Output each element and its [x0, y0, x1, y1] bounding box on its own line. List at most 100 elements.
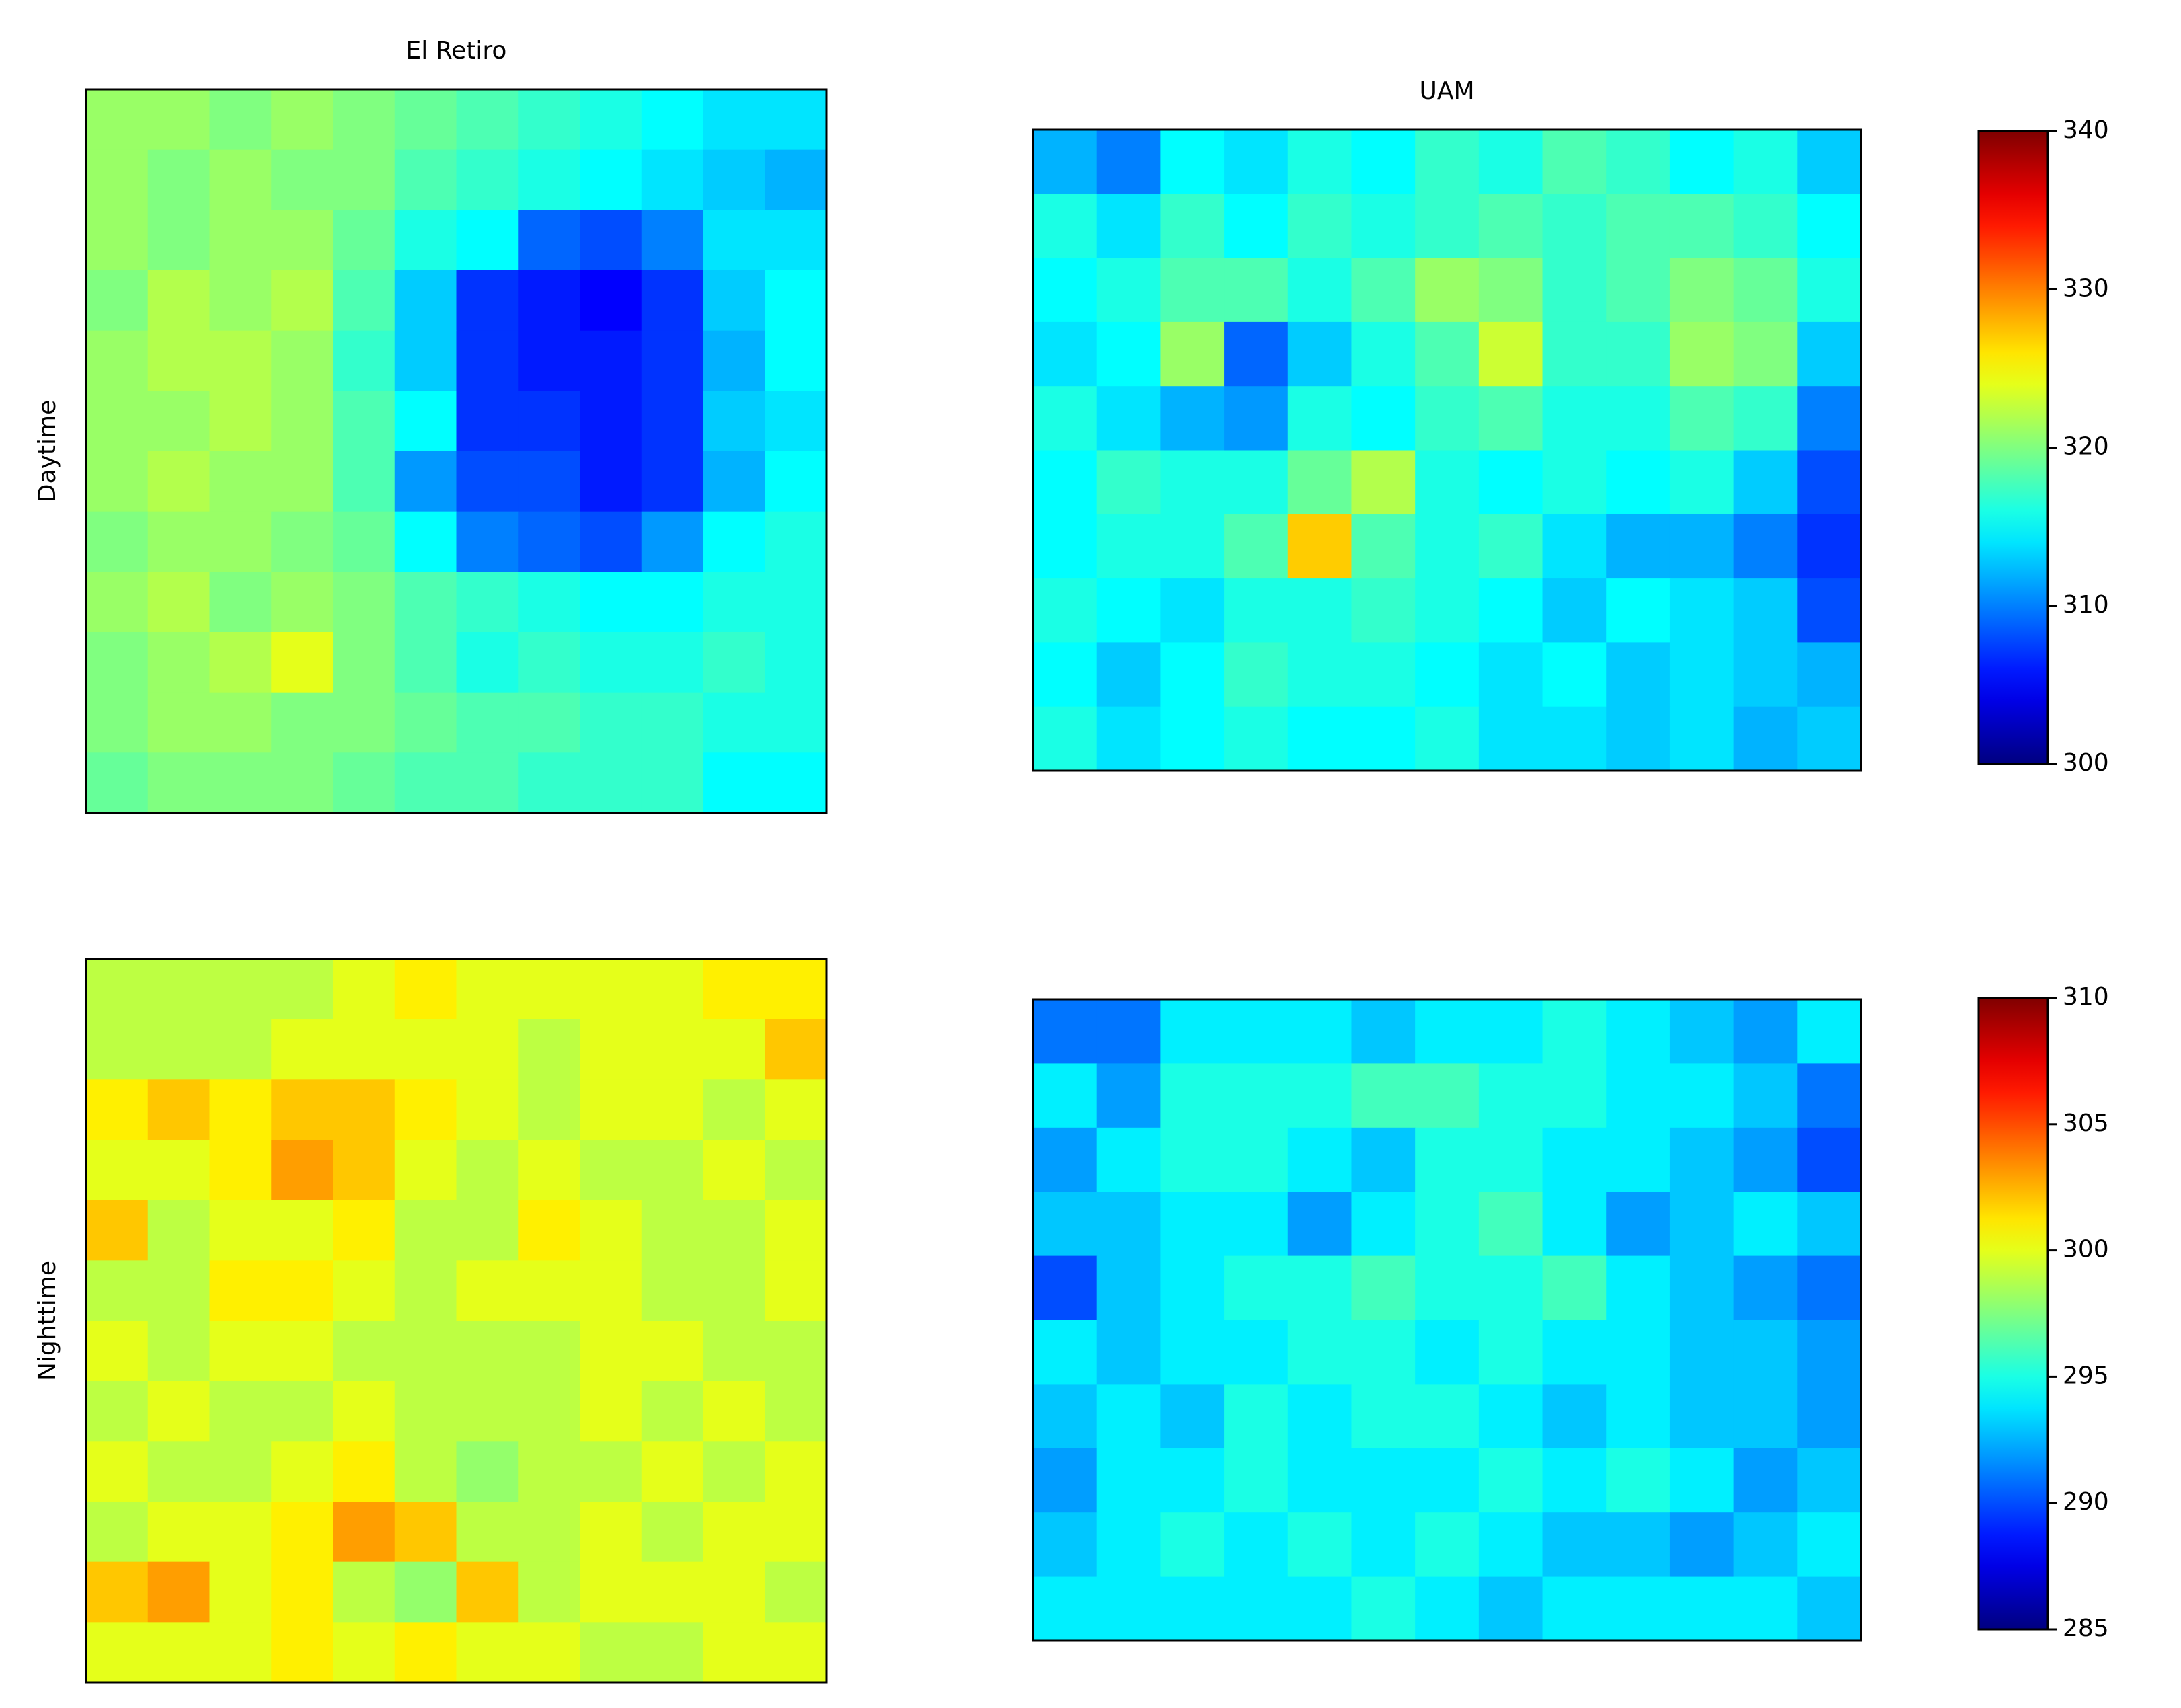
heatmap-cell [394, 692, 457, 753]
colorbar-tick-label: 295 [2063, 1362, 2109, 1389]
subplot-title: El Retiro [406, 37, 507, 65]
heatmap-cell [1224, 1192, 1289, 1257]
heatmap-cell [1415, 450, 1480, 515]
heatmap-cell [147, 1381, 211, 1442]
heatmap-cell [456, 270, 519, 332]
heatmap-cell [765, 572, 827, 633]
heatmap-cell [1797, 514, 1862, 579]
heatmap-cell [580, 1140, 642, 1201]
heatmap-cell [394, 1441, 457, 1502]
heatmap-cell [333, 1260, 395, 1321]
heatmap-cell [518, 1019, 580, 1080]
heatmap-cell [1160, 642, 1225, 707]
heatmap-cell [1096, 1255, 1161, 1321]
heatmap-cell [86, 632, 149, 693]
heatmap-cell [765, 752, 827, 814]
heatmap-cell [1415, 999, 1480, 1064]
heatmap-cell [765, 1019, 827, 1080]
heatmap-cell [518, 1441, 580, 1502]
heatmap-cell [147, 1441, 211, 1502]
heatmap-cell [1351, 1255, 1416, 1321]
colorbar [1977, 130, 2049, 765]
heatmap-cell [518, 1140, 580, 1201]
heatmap-cell [1606, 130, 1671, 194]
heatmap-cell [271, 1502, 334, 1563]
heatmap-cell [1542, 1576, 1607, 1641]
heatmap-cell [1478, 514, 1543, 579]
heatmap-cell [394, 752, 457, 814]
heatmap-cell [1606, 386, 1671, 451]
heatmap-cell [518, 1561, 580, 1623]
heatmap-cell [580, 1381, 642, 1442]
heatmap-cell [147, 1321, 211, 1382]
heatmap-cell [1351, 130, 1416, 194]
plot-frame [85, 958, 828, 1684]
heatmap-cell [1797, 258, 1862, 323]
heatmap-cell [1224, 321, 1289, 387]
heatmap-cell [1542, 1255, 1607, 1321]
heatmap-cell [1224, 258, 1289, 323]
heatmap-cell [1160, 1255, 1225, 1321]
heatmap-cell [703, 1502, 765, 1563]
heatmap-cell [394, 1200, 457, 1261]
heatmap-cell [209, 572, 272, 633]
plot-frame [1032, 998, 1862, 1642]
heatmap-cell [1160, 321, 1225, 387]
heatmap-cell [1542, 386, 1607, 451]
heatmap-cell [209, 959, 272, 1020]
heatmap-cell [1351, 642, 1416, 707]
heatmap-cell [1287, 1127, 1352, 1192]
heatmap-cell [703, 511, 765, 572]
heatmap-cell [147, 1079, 211, 1140]
heatmap-cell [703, 1260, 765, 1321]
heatmap-cell [147, 210, 211, 271]
heatmap-cell [333, 1561, 395, 1623]
heatmap-cell [1669, 1127, 1734, 1192]
heatmap-cell [1606, 1448, 1671, 1513]
heatmap-cell [518, 572, 580, 633]
heatmap-cell [1606, 1255, 1671, 1321]
heatmap-cell [1096, 1320, 1161, 1385]
heatmap-cell [1033, 1320, 1098, 1385]
heatmap-cell [1669, 1512, 1734, 1578]
heatmap-cell [271, 1441, 334, 1502]
heatmap-cell [209, 451, 272, 512]
heatmap-cell [1478, 1192, 1543, 1257]
heatmap-cell [703, 1561, 765, 1623]
heatmap-cell [1033, 1384, 1098, 1449]
heatmap-cell [580, 149, 642, 210]
heatmap-cell [1224, 1512, 1289, 1578]
heatmap-cell [271, 1381, 334, 1442]
heatmap-cell [209, 1079, 272, 1140]
heatmap-cell [580, 1321, 642, 1382]
heatmap-cell [271, 1079, 334, 1140]
heatmap-cell [703, 959, 765, 1020]
heatmap-cell [1224, 999, 1289, 1064]
heatmap-cell [1096, 578, 1161, 643]
heatmap-cell [1797, 1384, 1862, 1449]
heatmap-cell [333, 959, 395, 1020]
heatmap-cell [456, 632, 519, 693]
heatmap-cell [1478, 642, 1543, 707]
colorbar-tick-label: 300 [2063, 749, 2109, 777]
heatmap-cell [703, 1019, 765, 1080]
heatmap-cell [271, 330, 334, 391]
heatmap-cell [1287, 1448, 1352, 1513]
heatmap-cell [765, 210, 827, 271]
colorbar-tick-label: 330 [2063, 274, 2109, 302]
heatmap-cell [1287, 1512, 1352, 1578]
heatmap-cell [703, 391, 765, 452]
heatmap-cell [1733, 130, 1798, 194]
heatmap-cell [209, 1502, 272, 1563]
heatmap-cell [1287, 642, 1352, 707]
heatmap-cell [1033, 450, 1098, 515]
heatmap-cell [1542, 999, 1607, 1064]
heatmap-cell [394, 1260, 457, 1321]
heatmap-cell [147, 572, 211, 633]
heatmap-cell [394, 1019, 457, 1080]
heatmap-cell [1542, 578, 1607, 643]
heatmap-cell [1415, 194, 1480, 259]
heatmap-cell [209, 1200, 272, 1261]
heatmap-cell [1415, 1384, 1480, 1449]
heatmap-cell [641, 270, 704, 332]
